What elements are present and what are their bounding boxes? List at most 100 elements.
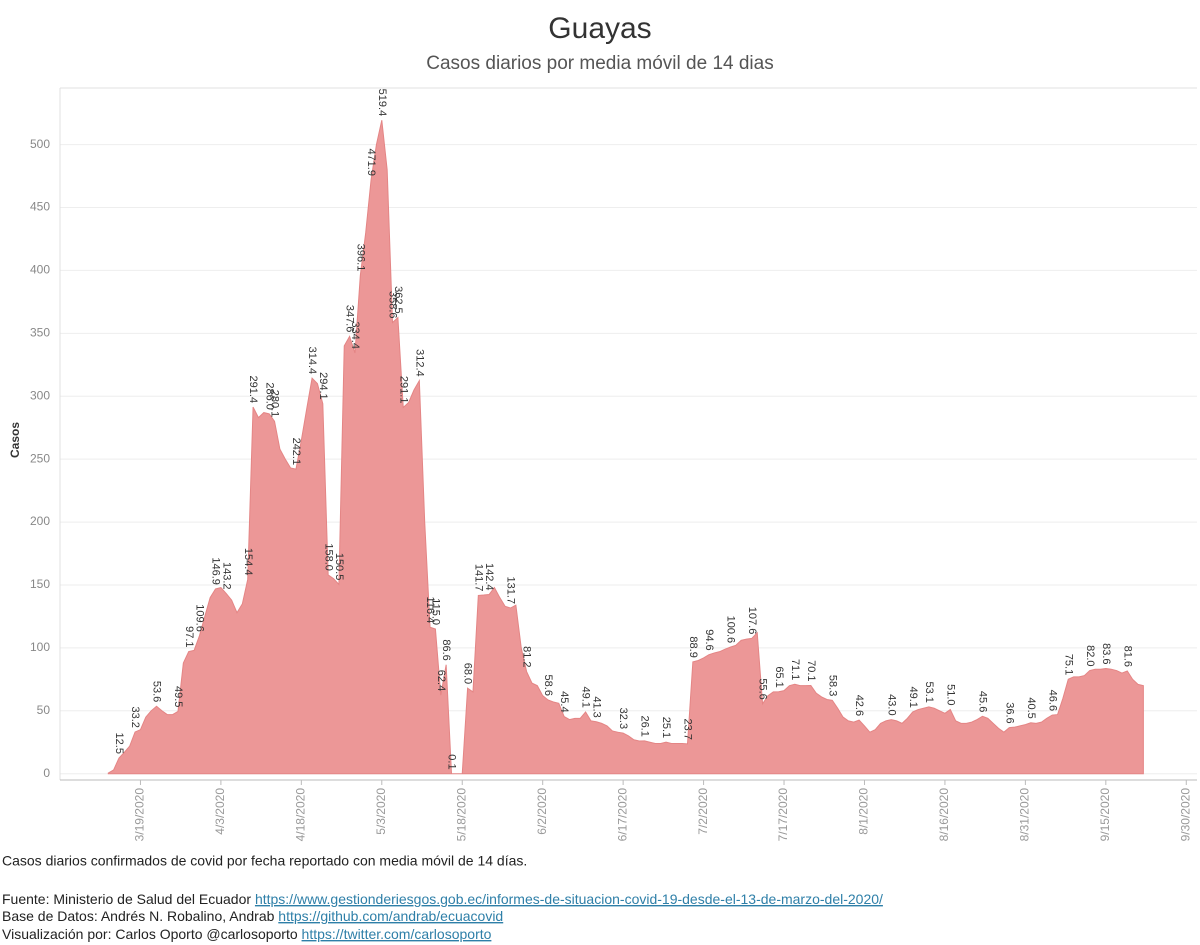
y-axis-label: Casos — [8, 422, 22, 458]
data-label: 109.6 — [194, 604, 206, 632]
data-label: 154.4 — [242, 548, 254, 576]
data-label: 32.3 — [617, 708, 629, 729]
data-label: 45.4 — [558, 691, 570, 712]
data-label: 62.4 — [435, 670, 447, 691]
x-tick-label: 6/2/2020 — [535, 788, 549, 835]
x-tick-label: 7/17/2020 — [776, 788, 790, 842]
data-label: 65.1 — [773, 666, 785, 687]
data-label: 23.7 — [682, 718, 694, 739]
data-label: 83.6 — [1100, 643, 1112, 664]
data-label: 53.1 — [923, 681, 935, 702]
data-label: 143.2 — [220, 562, 232, 590]
y-tick-label: 150 — [30, 577, 50, 591]
data-label: 45.6 — [977, 691, 989, 712]
data-label: 519.4 — [376, 89, 388, 117]
data-label: 75.1 — [1062, 654, 1074, 675]
data-label: 51.0 — [944, 684, 956, 705]
footer-text: Base de Datos: Andrés N. Robalino, Andra… — [2, 908, 275, 924]
data-label: 100.6 — [724, 616, 736, 644]
data-label: 26.1 — [639, 715, 651, 736]
data-label: 81.2 — [521, 646, 533, 667]
data-label: 49.1 — [907, 687, 919, 708]
data-label: 49.5 — [172, 686, 184, 707]
data-label: 314.4 — [306, 347, 318, 375]
footer-note: Casos diarios confirmados de covid por f… — [2, 853, 527, 869]
area — [107, 120, 1144, 775]
data-label: 347.6 — [344, 305, 356, 333]
data-label: 82.0 — [1084, 645, 1096, 666]
data-label: 280.1 — [269, 390, 281, 418]
y-tick-label: 200 — [30, 514, 50, 528]
data-label: 142.4 — [483, 563, 495, 591]
footer-link[interactable]: https://www.gestionderiesgos.gob.ec/info… — [255, 891, 883, 907]
data-label: 97.1 — [183, 626, 195, 647]
footer-link[interactable]: https://twitter.com/carlosoporto — [302, 926, 492, 942]
data-label: 312.4 — [413, 349, 425, 377]
data-label: 0.1 — [446, 754, 458, 769]
y-tick-label: 0 — [43, 766, 50, 780]
plot-area: 0 50 100 150 200 250 300 350 400 450 500 3/19/2020 4… — [30, 89, 1197, 842]
data-label: 242.1 — [290, 438, 302, 466]
x-tick-label: 6/17/2020 — [615, 788, 629, 842]
data-label: 146.9 — [210, 557, 222, 585]
footer-link[interactable]: https://github.com/andrab/ecuacovid — [278, 908, 503, 924]
x-tick-label: 4/18/2020 — [294, 788, 308, 842]
footer-line: Base de Datos: Andrés N. Robalino, Andra… — [2, 908, 503, 924]
data-label: 94.6 — [703, 629, 715, 650]
footer-line: Visualización por: Carlos Oporto @carlos… — [2, 926, 492, 942]
data-label: 46.6 — [1046, 690, 1058, 711]
x-tick-label: 7/2/2020 — [696, 788, 710, 835]
data-label: 88.9 — [687, 636, 699, 657]
y-tick-label: 350 — [30, 326, 50, 340]
y-tick-label: 250 — [30, 451, 50, 465]
x-tick-label: 5/18/2020 — [454, 788, 468, 842]
data-label: 291.1 — [397, 376, 409, 404]
data-label: 131.7 — [505, 576, 517, 604]
footer-text: Fuente: Ministerio de Salud del Ecuador — [2, 891, 251, 907]
data-label: 49.1 — [580, 687, 592, 708]
data-label: 42.6 — [853, 695, 865, 716]
x-tick-label: 8/16/2020 — [937, 788, 951, 842]
data-label: 25.1 — [660, 717, 672, 738]
x-tick-label: 5/3/2020 — [374, 788, 388, 835]
x-tick-label: 9/30/2020 — [1178, 788, 1192, 842]
footer-line: Fuente: Ministerio de Salud del Ecuador … — [2, 891, 883, 907]
data-label: 158.0 — [322, 543, 334, 571]
y-tick-label: 50 — [37, 703, 51, 717]
data-label: 107.6 — [746, 607, 758, 635]
x-tick-label: 8/1/2020 — [857, 788, 871, 835]
data-label: 86.6 — [440, 639, 452, 660]
x-tick-label: 4/3/2020 — [213, 788, 227, 835]
data-label: 362.5 — [392, 286, 404, 314]
data-label: 43.0 — [885, 694, 897, 715]
y-tick-label: 500 — [30, 137, 50, 151]
chart-title: Guayas — [548, 12, 651, 45]
data-label: 81.6 — [1121, 646, 1133, 667]
y-tick-label: 100 — [30, 640, 50, 654]
data-label: 71.1 — [789, 659, 801, 680]
y-tick-label: 300 — [30, 388, 50, 402]
data-label: 53.6 — [151, 681, 163, 702]
data-label: 70.1 — [805, 660, 817, 681]
data-label: 334.4 — [349, 321, 361, 349]
data-label: 58.3 — [826, 675, 838, 696]
data-label: 358.6 — [387, 291, 399, 319]
data-label: 58.6 — [542, 675, 554, 696]
data-label: 12.5 — [113, 733, 125, 754]
chart-subtitle: Casos diarios por media móvil de 14 dias — [426, 53, 773, 74]
data-label: 115.0 — [430, 598, 442, 625]
data-label: 116.4 — [424, 597, 436, 624]
data-label: 55.6 — [757, 678, 769, 699]
data-label: 141.7 — [472, 564, 484, 592]
y-tick-label: 450 — [30, 200, 50, 214]
data-label: 41.3 — [590, 696, 602, 717]
y-tick-label: 400 — [30, 263, 50, 277]
data-label: 294.1 — [317, 372, 329, 400]
x-tick-label: 9/15/2020 — [1098, 788, 1112, 842]
data-label: 36.6 — [1003, 702, 1015, 723]
data-label: 150.5 — [333, 553, 345, 581]
footer-text: Visualización por: Carlos Oporto @carlos… — [2, 926, 298, 942]
data-label: 396.1 — [354, 244, 366, 272]
data-label: 33.2 — [129, 707, 141, 728]
